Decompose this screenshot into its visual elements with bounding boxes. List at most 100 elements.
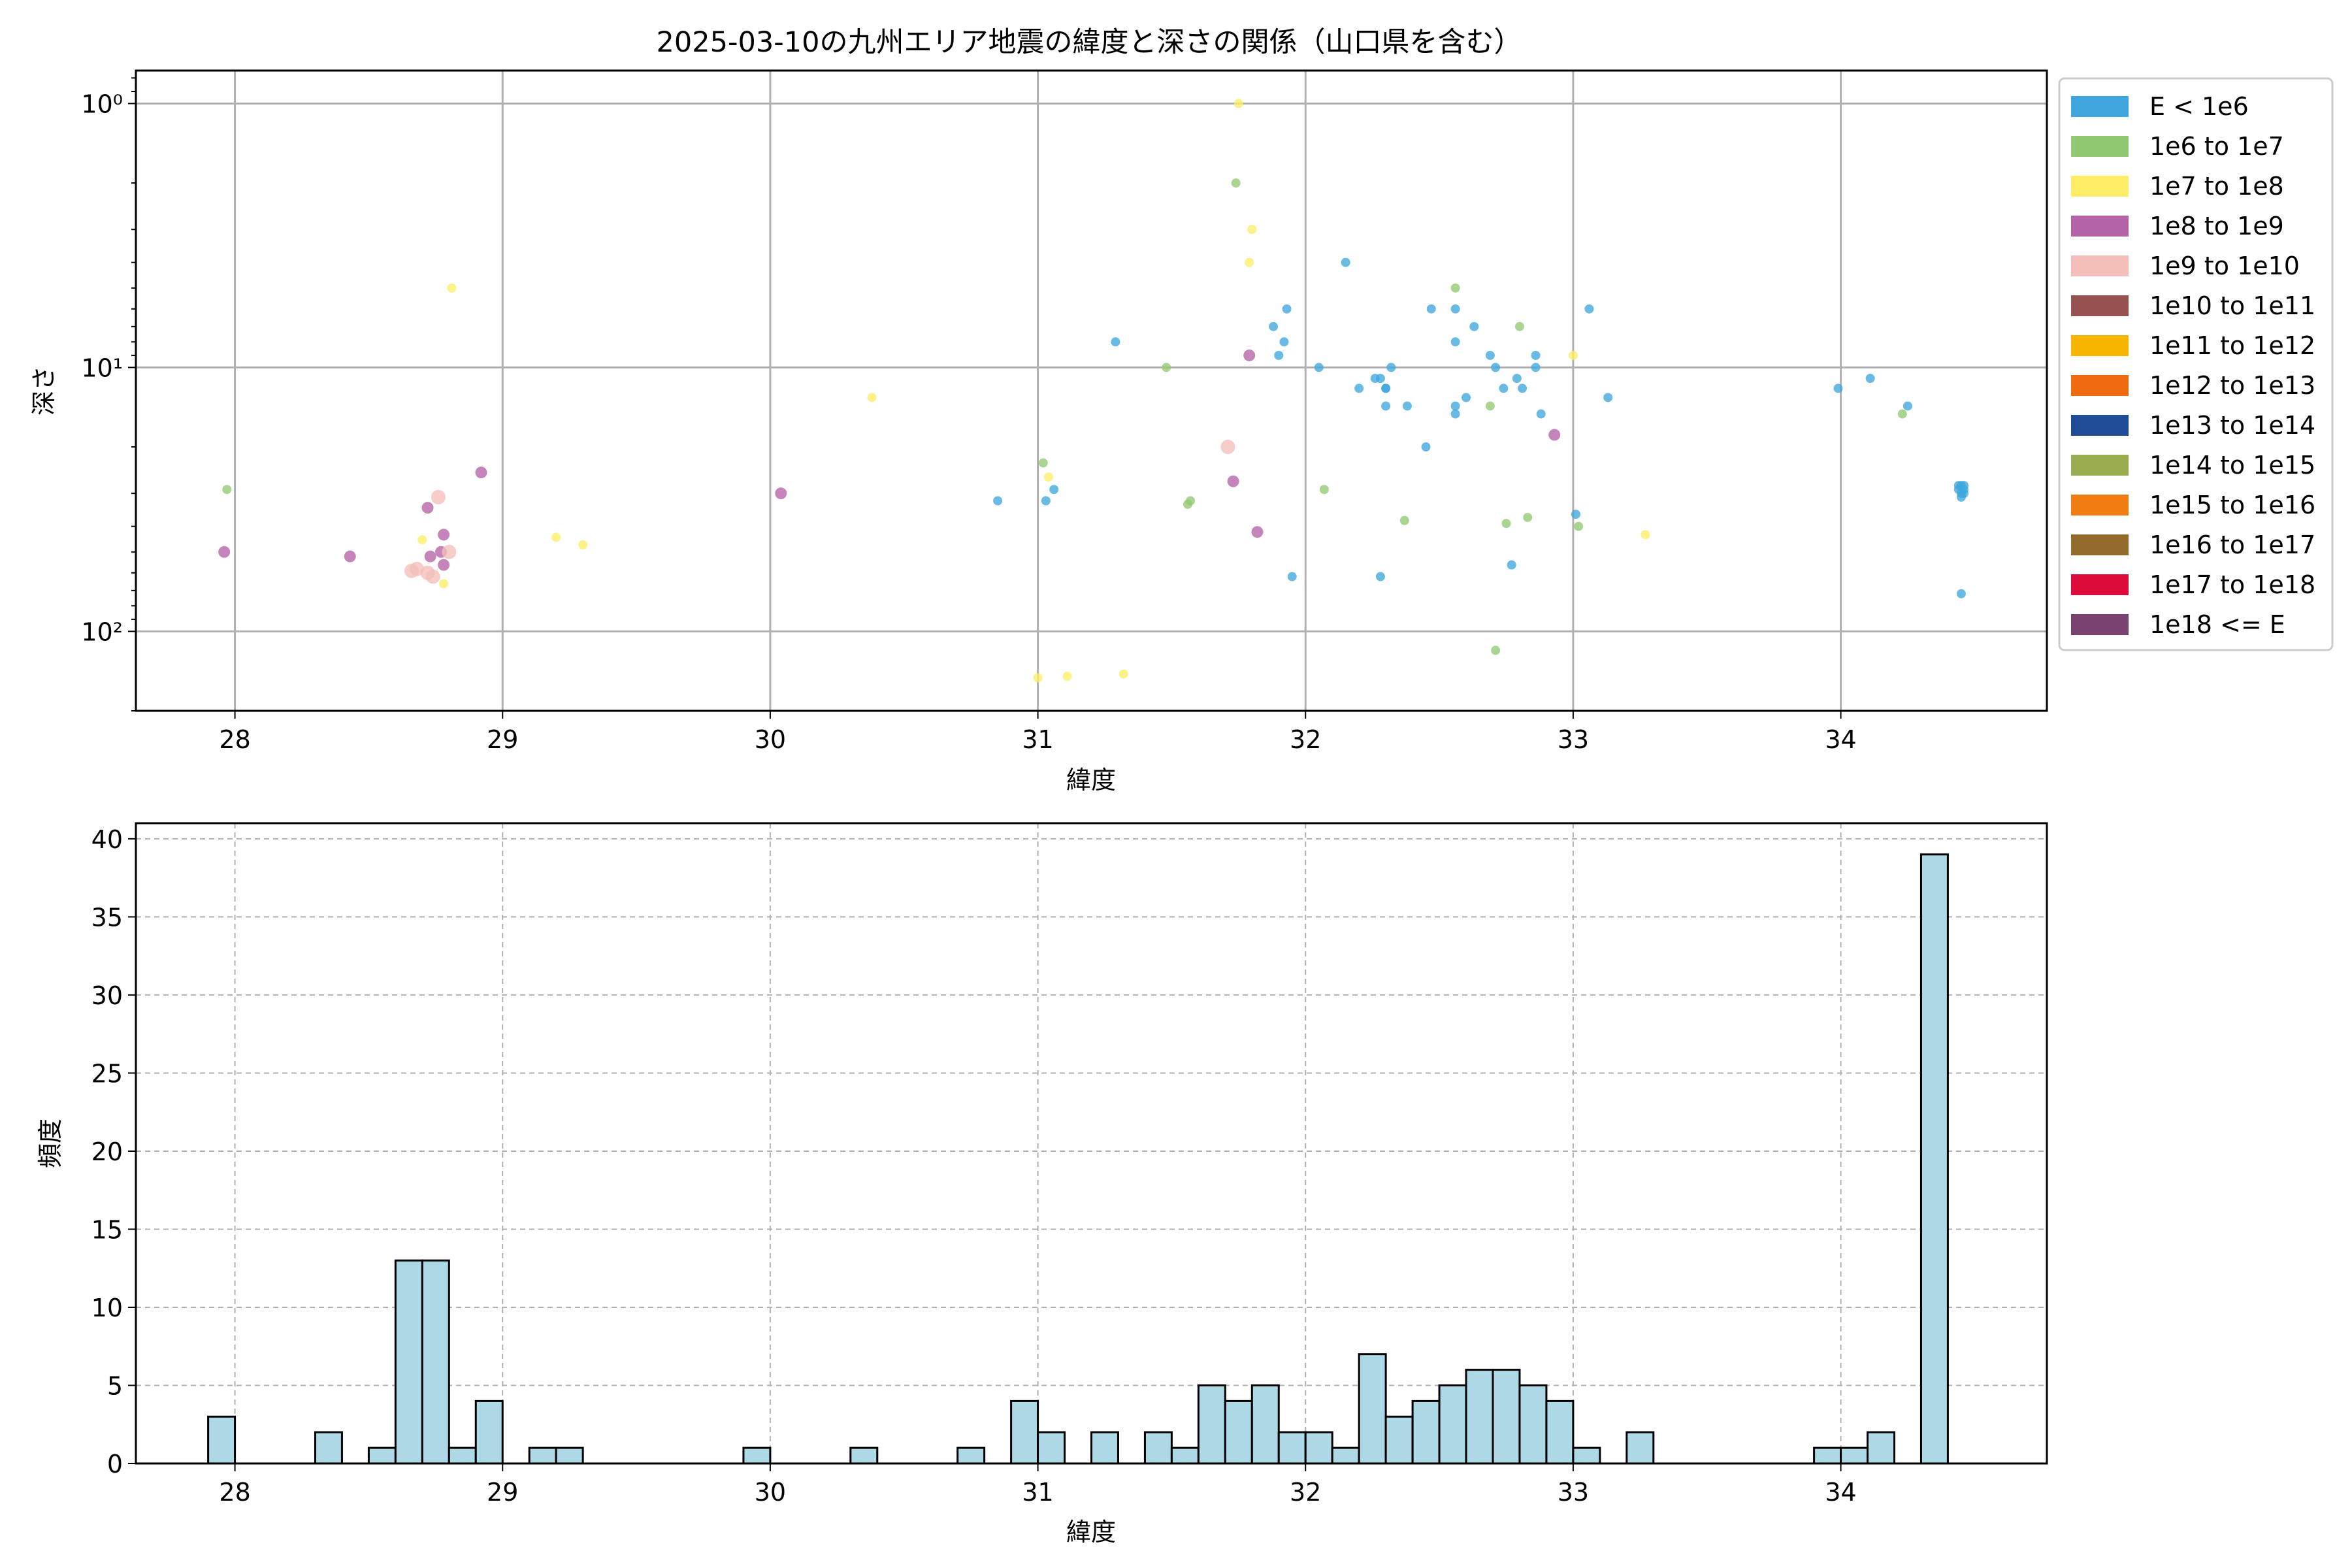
scatter-point <box>1531 350 1541 360</box>
histogram-bar <box>1465 1369 1494 1465</box>
scatter-point <box>867 393 877 402</box>
histogram-plot-frame <box>135 822 2048 1465</box>
scatter-point <box>1319 485 1329 495</box>
histogram-y-tick-label: 10 <box>91 1294 123 1322</box>
scatter-plot-frame <box>135 69 2048 712</box>
scatter-point <box>1287 572 1297 581</box>
scatter-point <box>1381 384 1391 393</box>
legend-swatch <box>2071 534 2129 555</box>
scatter-point <box>1584 304 1594 314</box>
legend-label: 1e15 to 1e16 <box>2149 491 2315 519</box>
histogram-y-tick-label: 20 <box>91 1137 123 1166</box>
scatter-point <box>1523 512 1533 522</box>
legend-swatch <box>2071 216 2129 237</box>
scatter-point <box>1043 472 1053 482</box>
histogram-bar <box>1411 1399 1441 1465</box>
histogram-bar <box>1250 1384 1280 1465</box>
scatter-point <box>1402 401 1412 411</box>
histogram-bar <box>1358 1353 1387 1465</box>
scatter-point <box>1833 384 1843 393</box>
histogram-chart: 28 29 30 31 32 33 34 0 5 10 15 20 25 30 35 40 緯度 頻度 <box>36 822 2048 1546</box>
scatter-point <box>1491 645 1501 655</box>
scatter-x-tick-label: 32 <box>1290 725 1321 754</box>
histogram-bar <box>742 1446 772 1465</box>
scatter-point <box>1251 526 1264 538</box>
scatter-point <box>1038 458 1048 468</box>
scatter-point <box>1574 521 1584 531</box>
scatter-point <box>1512 374 1522 384</box>
scatter-point <box>1865 374 1875 384</box>
histogram-bar <box>367 1446 397 1465</box>
histogram-bar <box>1867 1431 1895 1465</box>
legend-label: 1e11 to 1e12 <box>2149 331 2315 360</box>
scatter-point <box>421 502 434 514</box>
scatter-point <box>1274 350 1284 360</box>
scatter-point <box>1375 374 1385 384</box>
scatter-point <box>1375 572 1385 581</box>
scatter-y-axis-label: 深さ <box>29 366 58 416</box>
scatter-x-axis-label: 緯度 <box>1066 766 1116 794</box>
legend-label: 1e13 to 1e14 <box>2149 411 2315 440</box>
scatter-point <box>439 579 449 589</box>
scatter-point <box>1111 337 1120 347</box>
scatter-point <box>1491 363 1501 372</box>
scatter-point <box>1450 283 1460 293</box>
histogram-x-axis-label: 緯度 <box>1066 1518 1116 1546</box>
histogram-bar <box>1919 853 1949 1465</box>
scatter-point <box>431 489 446 504</box>
scatter-point <box>1450 409 1460 419</box>
scatter-point <box>1381 401 1391 411</box>
scatter-point <box>1536 409 1546 419</box>
scatter-point <box>424 550 436 563</box>
histogram-bar <box>1037 1431 1066 1465</box>
scatter-x-tick-label: 31 <box>1022 725 1053 754</box>
histogram-y-tick-label: 5 <box>107 1371 123 1400</box>
histogram-bar <box>555 1446 584 1465</box>
scatter-point <box>1279 337 1289 347</box>
scatter-point <box>1450 337 1460 347</box>
scatter-point <box>1245 257 1254 267</box>
legend-swatch <box>2071 295 2129 316</box>
scatter-title: 2025-03-10の九州エリア地震の緯度と深さの関係（山口県を含む） <box>657 26 1522 59</box>
scatter-x-tick-label: 29 <box>487 725 518 754</box>
scatter-point <box>775 487 787 500</box>
histogram-bar <box>1492 1369 1521 1465</box>
scatter-point <box>475 466 487 479</box>
scatter-point <box>438 529 450 541</box>
legend-label: 1e7 to 1e8 <box>2149 172 2284 201</box>
scatter-point <box>1903 401 1912 411</box>
histogram-bar <box>1197 1384 1226 1465</box>
scatter-point <box>1354 384 1364 393</box>
scatter-point <box>218 546 231 558</box>
scatter-point <box>1033 673 1043 683</box>
histogram-bars <box>207 853 1949 1465</box>
scatter-x-tick-label: 30 <box>755 725 786 754</box>
histogram-x-tick-label: 31 <box>1022 1478 1053 1507</box>
scatter-point <box>1041 496 1051 506</box>
legend-swatch <box>2071 614 2129 635</box>
legend-label: 1e18 <= E <box>2149 610 2285 639</box>
scatter-point <box>1897 409 1907 419</box>
scatter-chart: 2025-03-10の九州エリア地震の緯度と深さの関係（山口県を含む） 28 29… <box>29 26 2334 794</box>
legend-swatch <box>2071 574 2129 595</box>
histogram-bar <box>1170 1446 1200 1465</box>
histogram-bar <box>1840 1446 1869 1465</box>
histogram-x-ticks: 28 29 30 31 32 33 34 <box>219 1463 1857 1507</box>
histogram-bar <box>1518 1384 1548 1465</box>
legend-label: 1e16 to 1e17 <box>2149 531 2315 559</box>
scatter-point <box>438 559 450 571</box>
scatter-point <box>1450 401 1460 411</box>
scatter-point <box>1220 440 1235 455</box>
histogram-bar <box>1331 1446 1360 1465</box>
scatter-point <box>1571 510 1580 519</box>
histogram-bar <box>1090 1431 1119 1465</box>
scatter-point <box>1485 350 1495 360</box>
scatter-point <box>1049 485 1059 495</box>
scatter-point <box>1548 429 1561 441</box>
scatter-point <box>1243 349 1256 361</box>
scatter-point <box>1062 672 1072 681</box>
scatter-point <box>447 283 457 293</box>
scatter-x-ticks: 28 29 30 31 32 33 34 <box>219 711 1857 754</box>
scatter-point <box>1568 350 1578 360</box>
